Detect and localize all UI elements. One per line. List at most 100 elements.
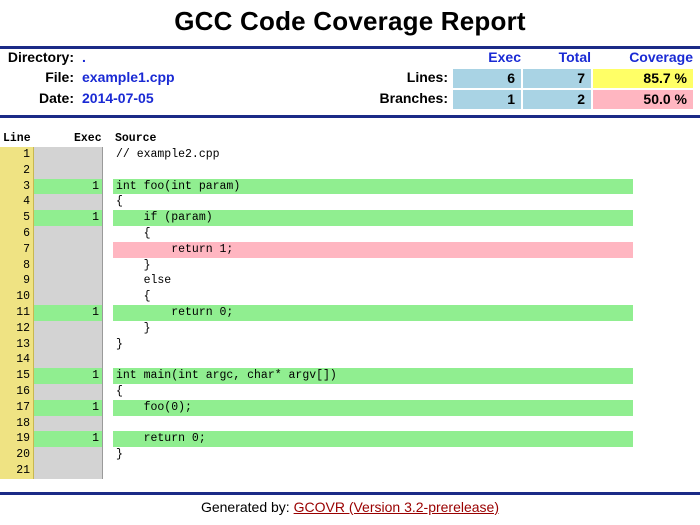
- summary-row-directory: Directory: . Exec Total Coverage: [0, 49, 700, 69]
- exec-count: 1: [34, 178, 103, 195]
- exec-column-header: Exec: [74, 132, 102, 145]
- branches-total-cell: 2: [523, 90, 591, 109]
- line-number: 3: [0, 178, 34, 195]
- page-title: GCC Code Coverage Report: [174, 6, 526, 36]
- top-divider: [0, 46, 700, 49]
- line-number: 11: [0, 304, 34, 321]
- source-row: 7 return 1;: [0, 241, 700, 258]
- footer-prefix: Generated by:: [200, 499, 294, 515]
- line-number: 7: [0, 241, 34, 258]
- source-row: 6 {: [0, 225, 700, 242]
- exec-count: [34, 289, 103, 305]
- source-code: {: [116, 195, 123, 209]
- source-header: Line Exec Source: [0, 132, 700, 146]
- line-number: 1: [0, 147, 34, 163]
- footer: Generated by: GCOVR (Version 3.2-prerele…: [0, 499, 700, 515]
- exec-count: [34, 273, 103, 290]
- col-coverage-header: Coverage: [629, 49, 693, 65]
- source-row: 4{: [0, 194, 700, 211]
- branches-exec-cell: 1: [453, 90, 521, 109]
- source-code: else: [116, 274, 172, 288]
- source-row: 21: [0, 462, 700, 479]
- line-number: 10: [0, 289, 34, 305]
- source-rows: 1 // example2.cpp 2 3 1 int foo(int param) 4{5…: [0, 147, 700, 479]
- bottom-divider: [0, 492, 700, 495]
- col-total-header: Total: [558, 49, 591, 65]
- source-row: 12 }: [0, 320, 700, 337]
- source-code: [113, 352, 633, 368]
- source-code: }: [116, 448, 123, 462]
- lines-coverage-cell: 85.7 %: [593, 69, 693, 88]
- source-code: if (param): [113, 210, 633, 226]
- lines-total-cell: 7: [523, 69, 591, 88]
- line-number: 17: [0, 399, 34, 416]
- source-row: 16 {: [0, 383, 700, 400]
- source-code: }: [116, 321, 151, 335]
- exec-count: [34, 225, 103, 242]
- exec-count: [34, 241, 103, 258]
- source-code: {: [116, 226, 151, 240]
- source-row: 13}: [0, 336, 700, 353]
- exec-count: 1: [34, 210, 103, 226]
- exec-count: [34, 257, 103, 274]
- directory-value: .: [82, 49, 86, 65]
- source-code: }: [116, 258, 151, 272]
- source-row: 8 }: [0, 257, 700, 274]
- date-label: Date:: [38, 90, 74, 106]
- line-number: 9: [0, 273, 34, 290]
- summary-panel: Directory: . Exec Total Coverage File: e…: [0, 49, 700, 111]
- source-code: {: [116, 384, 123, 398]
- source-row: 3 1 int foo(int param): [0, 178, 700, 195]
- date-value: 2014-07-05: [82, 90, 154, 106]
- branches-coverage-cell: 50.0 %: [593, 90, 693, 109]
- exec-count: [34, 320, 103, 337]
- source-code: // example2.cpp: [116, 148, 220, 161]
- exec-count: 1: [34, 368, 103, 384]
- source-row: 11 1 return 0;: [0, 304, 700, 321]
- source-column-header: Source: [115, 132, 157, 145]
- line-number: 16: [0, 383, 34, 400]
- exec-count: 1: [34, 399, 103, 416]
- line-number: 2: [0, 162, 34, 179]
- source-code: {: [116, 290, 151, 304]
- source-code: [113, 163, 633, 179]
- source-row: 18: [0, 415, 700, 432]
- exec-count: [34, 447, 103, 463]
- source-row: 20}: [0, 447, 700, 463]
- source-row: 19 1 return 0;: [0, 431, 700, 448]
- line-number: 20: [0, 447, 34, 463]
- source-row: 9 else: [0, 273, 700, 290]
- line-number: 14: [0, 352, 34, 369]
- lines-label: Lines:: [406, 69, 448, 85]
- line-number: 21: [0, 462, 34, 479]
- source-code: [113, 463, 633, 479]
- line-number: 12: [0, 320, 34, 337]
- lines-exec-cell: 6: [453, 69, 521, 88]
- exec-count: [34, 383, 103, 400]
- line-number: 19: [0, 431, 34, 448]
- source-code: }: [116, 337, 123, 351]
- exec-count: [34, 352, 103, 369]
- exec-count: [34, 336, 103, 353]
- summary-row-branches: Date: 2014-07-05 Branches: 1 2 50.0 %: [0, 90, 700, 110]
- file-value: example1.cpp: [82, 69, 175, 85]
- source-code: return 0;: [113, 431, 633, 448]
- source-code: [113, 416, 633, 432]
- col-exec-header: Exec: [488, 49, 521, 65]
- line-number: 18: [0, 415, 34, 432]
- source-row: 2: [0, 162, 700, 179]
- exec-count: [34, 462, 103, 479]
- exec-count: [34, 162, 103, 179]
- source-row: 10 {: [0, 289, 700, 305]
- line-number: 13: [0, 336, 34, 353]
- file-label: File:: [45, 69, 74, 85]
- source-row: 15 1 int main(int argc, char* argv[]): [0, 368, 700, 384]
- middle-divider: [0, 115, 700, 118]
- exec-count: [34, 147, 103, 163]
- source-row: 1 // example2.cpp: [0, 147, 700, 163]
- gcovr-link[interactable]: GCOVR (Version 3.2-prerelease): [293, 499, 500, 515]
- source-row: 17 1 foo(0);: [0, 399, 700, 416]
- exec-count: 1: [34, 304, 103, 321]
- source-code: return 0;: [113, 304, 633, 321]
